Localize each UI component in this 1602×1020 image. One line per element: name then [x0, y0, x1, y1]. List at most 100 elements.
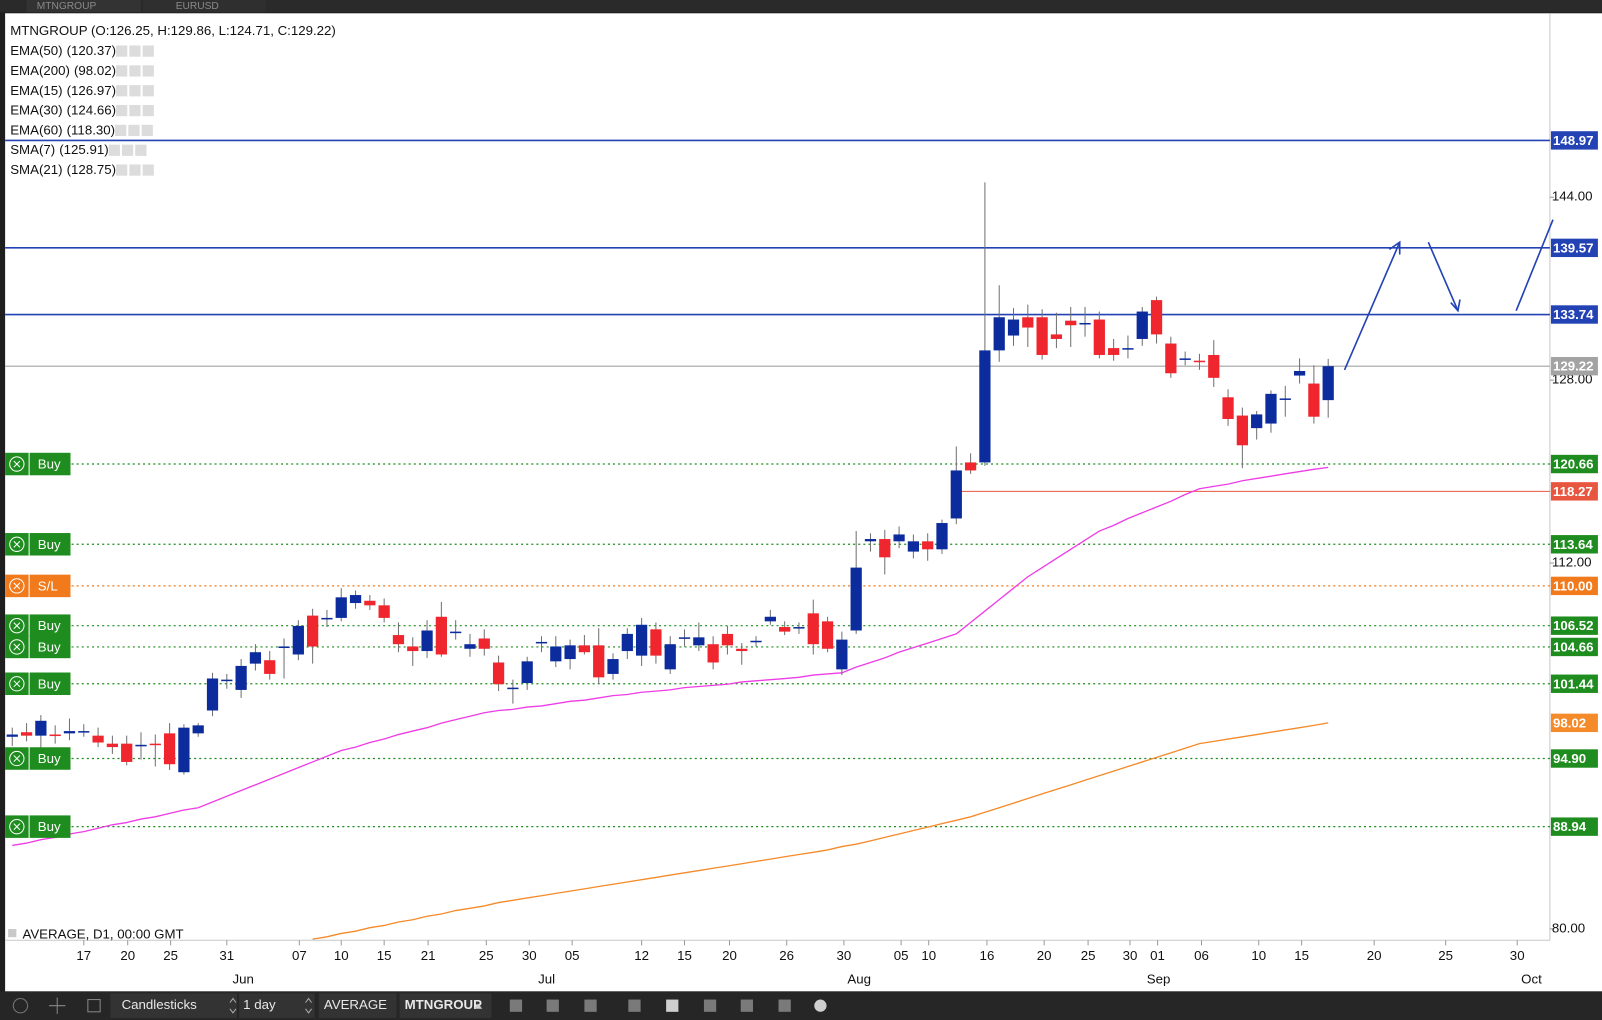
close-order-icon[interactable]	[9, 676, 25, 692]
tab[interactable]	[26, 0, 141, 13]
badge-label-bg[interactable]	[29, 672, 71, 695]
indicator-control[interactable]	[121, 144, 134, 156]
chart-type-select[interactable]	[110, 993, 238, 1018]
indicator-control[interactable]	[129, 65, 141, 77]
tab-label[interactable]: EURUSD	[176, 1, 219, 12]
close-order-x[interactable]	[13, 823, 21, 831]
x-tick-label: 25	[1081, 948, 1096, 963]
order-badge[interactable]: Buy	[5, 452, 71, 476]
close-order-x[interactable]	[13, 460, 21, 468]
close-order-x[interactable]	[13, 643, 21, 651]
indicator-control[interactable]	[142, 164, 154, 176]
order-badge[interactable]: Buy	[5, 815, 71, 838]
close-order-x[interactable]	[13, 680, 21, 688]
badge-label-bg[interactable]	[29, 614, 71, 637]
indicator-control[interactable]	[116, 85, 128, 97]
tool-icon[interactable]	[703, 999, 717, 1012]
template-select[interactable]	[318, 993, 397, 1018]
indicator-label: EMA(50) (120.37)	[10, 43, 116, 58]
info-icon[interactable]	[12, 998, 29, 1014]
tool-icon[interactable]	[778, 999, 791, 1012]
close-order-icon[interactable]	[9, 818, 25, 835]
close-order-icon[interactable]	[9, 750, 25, 767]
symbol[interactable]: MTNGROUP	[405, 997, 483, 1012]
tool-icon[interactable]	[740, 999, 753, 1012]
indicator-control[interactable]	[116, 164, 128, 176]
candle-body	[750, 640, 762, 643]
close-order-x[interactable]	[13, 622, 21, 630]
x-tick-label: 15	[677, 948, 692, 963]
badge-label-bg[interactable]	[29, 452, 71, 476]
timeframe[interactable]: 1 day	[243, 997, 276, 1012]
tool-icon[interactable]	[584, 999, 597, 1012]
indicator-control[interactable]	[108, 144, 120, 156]
badge-label-bg[interactable]	[29, 635, 71, 659]
indicator-control[interactable]	[128, 124, 140, 137]
order-badge[interactable]: Buy	[5, 533, 71, 556]
indicator-name: EMA(200)	[10, 62, 70, 77]
settings-icon[interactable]	[814, 999, 827, 1012]
indicator-control[interactable]	[135, 144, 147, 156]
template[interactable]: AVERAGE	[324, 997, 387, 1012]
select-arrows	[305, 997, 313, 1014]
indicator-control[interactable]	[116, 65, 128, 77]
close-order-icon[interactable]	[9, 536, 25, 552]
indicator-control[interactable]	[129, 85, 141, 97]
order-label[interactable]: Buy	[38, 819, 61, 834]
indicator-control[interactable]	[142, 85, 154, 97]
badge-label-bg[interactable]	[29, 533, 71, 556]
order-badge[interactable]: S/L	[5, 574, 71, 598]
price-label: 98.02	[1553, 715, 1586, 730]
tool-icon[interactable]	[628, 999, 641, 1012]
symbol-select[interactable]	[399, 993, 492, 1018]
tool-icon[interactable]	[666, 999, 679, 1012]
indicator-control[interactable]	[142, 65, 154, 77]
x-tick-label: 10	[1251, 948, 1266, 963]
tool-icon[interactable]	[509, 999, 523, 1012]
chart-type[interactable]: Candlesticks	[122, 997, 198, 1012]
tool-icon[interactable]	[546, 999, 559, 1012]
timeframe-select[interactable]	[239, 993, 315, 1018]
indicator-control[interactable]	[116, 45, 128, 57]
order-badge[interactable]: Buy	[5, 635, 71, 659]
close-order-icon[interactable]	[9, 639, 25, 655]
order-label[interactable]: Buy	[38, 618, 61, 633]
badge-label-bg[interactable]	[29, 815, 71, 838]
forecast-drawing	[1343, 219, 1554, 371]
indicator-control[interactable]	[129, 45, 141, 57]
candle-body	[550, 646, 562, 662]
order-badge[interactable]: Buy	[5, 747, 71, 770]
close-order-icon[interactable]	[9, 618, 25, 634]
close-order-x[interactable]	[13, 755, 21, 762]
indicator-control[interactable]	[115, 124, 127, 137]
indicator-control[interactable]	[141, 124, 153, 137]
tab[interactable]	[143, 0, 266, 13]
badge-label-bg[interactable]	[29, 747, 71, 770]
crosshair-icon[interactable]	[49, 997, 66, 1014]
candle-body	[235, 665, 247, 690]
close-order-icon[interactable]	[9, 578, 25, 594]
close-order-icon[interactable]	[9, 456, 25, 472]
close-order-x[interactable]	[13, 540, 21, 548]
month-label: Jul	[538, 972, 555, 987]
indicator-control[interactable]	[129, 164, 141, 176]
indicator-control[interactable]	[129, 104, 141, 117]
close-order-x[interactable]	[13, 582, 21, 590]
candle-body	[1293, 370, 1306, 376]
order-label[interactable]: Buy	[38, 751, 61, 766]
order-label[interactable]: S/L	[38, 578, 58, 593]
indicator-value: (125.91)	[59, 142, 108, 157]
order-badge[interactable]: Buy	[5, 672, 71, 695]
crop-icon[interactable]	[87, 999, 101, 1013]
indicator-control[interactable]	[142, 45, 154, 57]
indicator-control[interactable]	[142, 104, 154, 117]
order-label[interactable]: Buy	[38, 676, 61, 691]
indicator-control[interactable]	[116, 104, 128, 117]
order-label[interactable]: Buy	[38, 457, 61, 472]
order-label[interactable]: Buy	[38, 639, 61, 654]
indicator-value: (126.97)	[67, 82, 116, 97]
order-label[interactable]: Buy	[38, 537, 61, 552]
tab-label[interactable]: MTNGROUP	[37, 1, 97, 12]
order-badge[interactable]: Buy	[5, 614, 71, 637]
badge-label-bg[interactable]	[29, 574, 71, 598]
